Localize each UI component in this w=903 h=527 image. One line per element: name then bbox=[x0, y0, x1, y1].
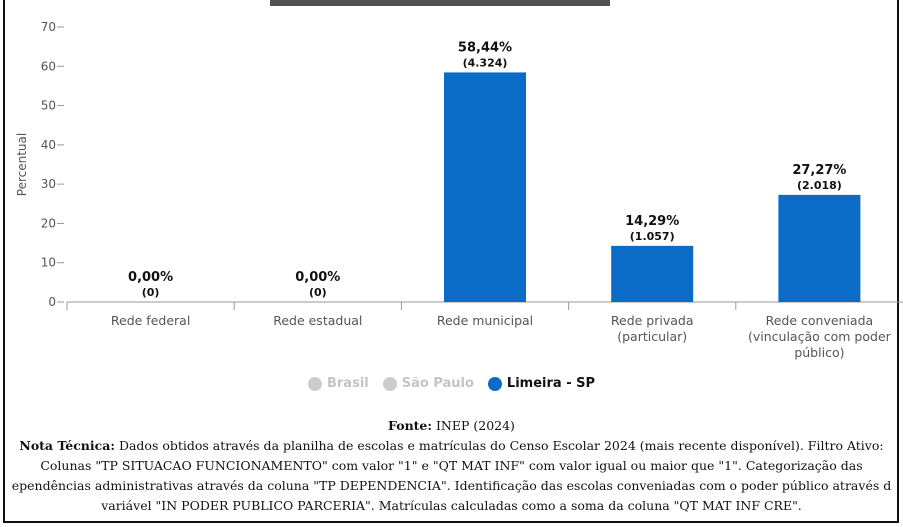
bar-4 bbox=[778, 194, 861, 302]
y-tick-label: 60 bbox=[41, 59, 56, 73]
bar-count-label: (0) bbox=[309, 286, 327, 299]
legend-item-brasil[interactable]: Brasil bbox=[307, 376, 369, 391]
y-tick-label: 0 bbox=[48, 295, 56, 309]
bar-count-label: (1.057) bbox=[630, 230, 675, 243]
category-label: Rede municipal bbox=[437, 313, 533, 328]
bar-value-label: 58,44% bbox=[458, 40, 512, 55]
legend-label-limeira: Limeira - SP bbox=[506, 376, 596, 391]
y-tick-label: 70 bbox=[41, 20, 56, 34]
legend: Brasil São Paulo Limeira - SP bbox=[0, 376, 903, 391]
source-value: INEP (2024) bbox=[432, 418, 515, 433]
bar-3 bbox=[611, 245, 694, 302]
category-label: Rede conveniada bbox=[766, 313, 874, 328]
technical-note-line-3: ependências administrativas através da c… bbox=[11, 478, 892, 493]
bar-value-label: 0,00% bbox=[295, 270, 340, 285]
technical-note-line-2: Colunas "TP SITUACAO FUNCIONAMENTO" com … bbox=[40, 458, 863, 473]
legend-item-sao-paulo[interactable]: São Paulo bbox=[382, 376, 474, 391]
bar-value-label: 0,00% bbox=[128, 270, 173, 285]
y-tick-label: 50 bbox=[41, 99, 56, 113]
y-tick-label: 40 bbox=[41, 138, 56, 152]
technical-note-text-1: Dados obtidos através da planilha de esc… bbox=[114, 438, 884, 453]
category-label: (particular) bbox=[617, 329, 687, 344]
technical-note-line-1: Nota Técnica: Dados obtidos através da p… bbox=[0, 436, 903, 456]
source-line: Fonte: INEP (2024) bbox=[0, 416, 903, 436]
cropped-title-strip bbox=[270, 0, 610, 6]
technical-note-label: Nota Técnica: bbox=[19, 438, 115, 453]
legend-dot-limeira bbox=[487, 376, 502, 391]
category-label: Rede privada bbox=[611, 313, 694, 328]
category-label: Rede estadual bbox=[273, 313, 362, 328]
legend-dot-sao-paulo bbox=[382, 376, 397, 391]
chart-footer: Fonte: INEP (2024) Nota Técnica: Dados o… bbox=[0, 416, 903, 516]
y-axis-label: Percentual bbox=[15, 133, 29, 196]
bar-value-label: 27,27% bbox=[792, 163, 846, 178]
bar-count-label: (4.324) bbox=[463, 56, 508, 69]
legend-label-sao-paulo: São Paulo bbox=[401, 376, 474, 391]
category-label: público) bbox=[794, 345, 844, 360]
legend-item-limeira[interactable]: Limeira - SP bbox=[487, 376, 596, 391]
category-label: Rede federal bbox=[111, 313, 190, 328]
legend-label-brasil: Brasil bbox=[326, 376, 369, 391]
category-label: (vinculação com poder bbox=[748, 329, 892, 344]
bar-count-label: (2.018) bbox=[797, 179, 842, 192]
legend-dot-brasil bbox=[307, 376, 322, 391]
source-label: Fonte: bbox=[388, 418, 433, 433]
y-tick-label: 30 bbox=[41, 177, 56, 191]
chart-frame bbox=[3, 0, 899, 523]
y-tick-label: 10 bbox=[41, 256, 56, 270]
bar-count-label: (0) bbox=[142, 286, 160, 299]
y-tick-label: 20 bbox=[41, 216, 56, 230]
technical-note-line-4: variável "IN PODER PUBLICO PARCERIA". Ma… bbox=[101, 498, 802, 513]
bar-2 bbox=[444, 72, 526, 303]
bar-value-label: 14,29% bbox=[625, 214, 679, 229]
